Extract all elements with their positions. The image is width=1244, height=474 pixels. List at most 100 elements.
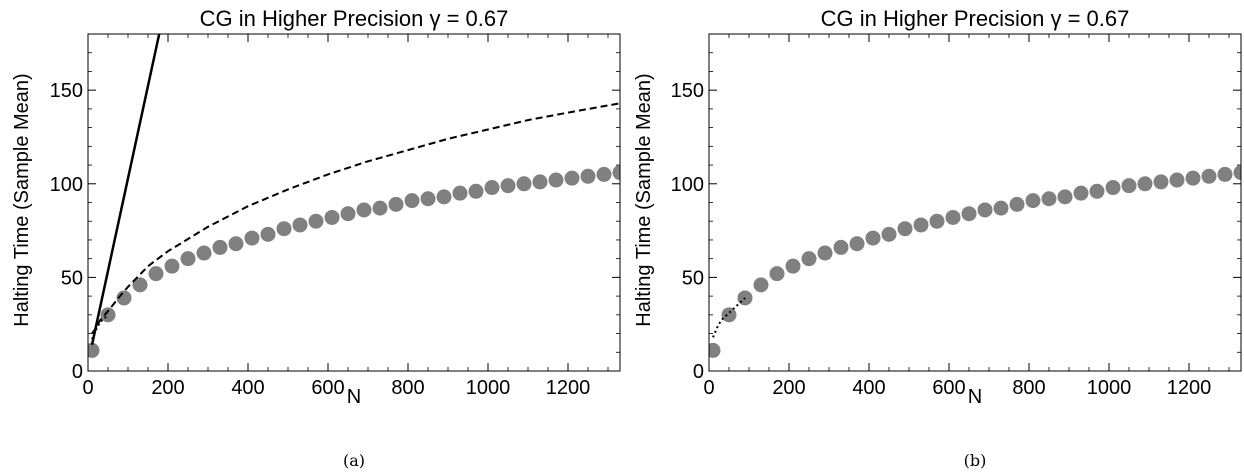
data-point xyxy=(292,217,308,233)
data-point xyxy=(1073,185,1089,201)
chart-panel-b: CG in Higher Precision γ = 0.67 Halting … xyxy=(633,6,1242,470)
data-point xyxy=(260,226,276,242)
data-point xyxy=(1201,168,1217,184)
x-tick-label: 1000 xyxy=(466,377,511,399)
data-point xyxy=(977,202,993,218)
data-point xyxy=(1169,172,1185,188)
plot-data-b xyxy=(709,165,1241,358)
data-point xyxy=(500,178,516,194)
data-point xyxy=(1185,170,1201,186)
chart-panel-a: CG in Higher Precision γ = 0.67 Halting … xyxy=(11,6,621,470)
plot-frame-b xyxy=(708,33,1242,372)
ticks-b: 0 200 400 600 800 1000 1200 0 50 100 150 xyxy=(671,34,1241,399)
data-point xyxy=(564,170,580,186)
x-tick-label: 0 xyxy=(703,377,714,399)
plot-data-a xyxy=(88,34,620,358)
data-point xyxy=(1025,193,1041,209)
data-point xyxy=(420,191,436,207)
data-point xyxy=(801,251,817,267)
y-tick-label: 0 xyxy=(693,361,704,383)
x-tick-label: 200 xyxy=(151,377,184,399)
data-point xyxy=(1137,176,1153,192)
data-point xyxy=(244,230,260,246)
data-point xyxy=(196,245,212,261)
x-tick-label: 200 xyxy=(772,377,805,399)
data-point xyxy=(132,277,148,293)
y-axis-label-a: Halting Time (Sample Mean) xyxy=(11,73,33,326)
data-point xyxy=(276,221,292,237)
data-point xyxy=(849,236,865,252)
x-tick-label: 800 xyxy=(1012,377,1045,399)
dashed-series-line xyxy=(91,102,620,335)
data-point xyxy=(532,174,548,190)
data-point xyxy=(468,183,484,199)
data-point xyxy=(516,176,532,192)
data-point xyxy=(1153,174,1169,190)
x-tick-label: 1200 xyxy=(1167,377,1212,399)
data-point xyxy=(404,193,420,209)
data-point xyxy=(1057,189,1073,205)
solid-series-line xyxy=(90,34,161,346)
x-tick-label: 400 xyxy=(231,377,264,399)
data-point xyxy=(436,189,452,205)
data-point xyxy=(1009,196,1025,212)
data-point xyxy=(164,258,180,274)
data-point xyxy=(753,277,769,293)
x-tick-label: 1000 xyxy=(1087,377,1132,399)
x-tick-label: 600 xyxy=(932,377,965,399)
data-point xyxy=(897,221,913,237)
data-point xyxy=(721,307,737,323)
data-point xyxy=(1121,178,1137,194)
data-point xyxy=(929,213,945,229)
data-point xyxy=(596,166,612,182)
data-point xyxy=(100,307,116,323)
data-point xyxy=(961,206,977,222)
data-point xyxy=(945,209,961,225)
x-axis-label-b: N xyxy=(968,386,982,408)
data-point xyxy=(372,200,388,216)
data-point xyxy=(1105,180,1121,196)
data-point xyxy=(1089,183,1105,199)
x-axis-label-a: N xyxy=(347,386,361,408)
x-tick-label: 600 xyxy=(311,377,344,399)
data-point xyxy=(769,266,785,282)
chart-title-b: CG in Higher Precision γ = 0.67 xyxy=(821,6,1130,31)
data-point xyxy=(148,266,164,282)
data-point xyxy=(548,172,564,188)
data-point xyxy=(212,239,228,255)
data-point xyxy=(785,258,801,274)
data-point xyxy=(116,290,132,306)
data-point xyxy=(308,213,324,229)
data-point xyxy=(1041,191,1057,207)
y-axis-label-b: Halting Time (Sample Mean) xyxy=(633,73,655,326)
x-tick-label: 0 xyxy=(82,377,93,399)
x-tick-label: 800 xyxy=(391,377,424,399)
data-point xyxy=(833,239,849,255)
data-point xyxy=(580,168,596,184)
x-tick-label: 400 xyxy=(852,377,885,399)
y-tick-label: 150 xyxy=(50,80,83,102)
chart-title-a: CG in Higher Precision γ = 0.67 xyxy=(200,6,509,31)
caption-b: (b) xyxy=(964,451,987,470)
data-point xyxy=(881,226,897,242)
data-point xyxy=(484,180,500,196)
data-point xyxy=(88,342,100,358)
data-point xyxy=(817,245,833,261)
caption-a: (a) xyxy=(343,451,365,470)
y-tick-label: 0 xyxy=(72,361,83,383)
data-point xyxy=(324,209,340,225)
data-point xyxy=(993,200,1009,216)
y-tick-label: 150 xyxy=(671,80,704,102)
data-point xyxy=(709,342,721,358)
data-point xyxy=(865,230,881,246)
data-point xyxy=(180,251,196,267)
ticks-a: 0 200 400 600 800 1000 1200 0 50 100 150 xyxy=(50,34,620,399)
y-tick-label: 50 xyxy=(61,267,83,289)
data-point xyxy=(452,185,468,201)
dotted-series-line xyxy=(712,297,746,338)
data-point xyxy=(1217,166,1233,182)
data-point xyxy=(737,290,753,306)
y-tick-label: 50 xyxy=(682,267,704,289)
data-point xyxy=(1233,165,1241,181)
